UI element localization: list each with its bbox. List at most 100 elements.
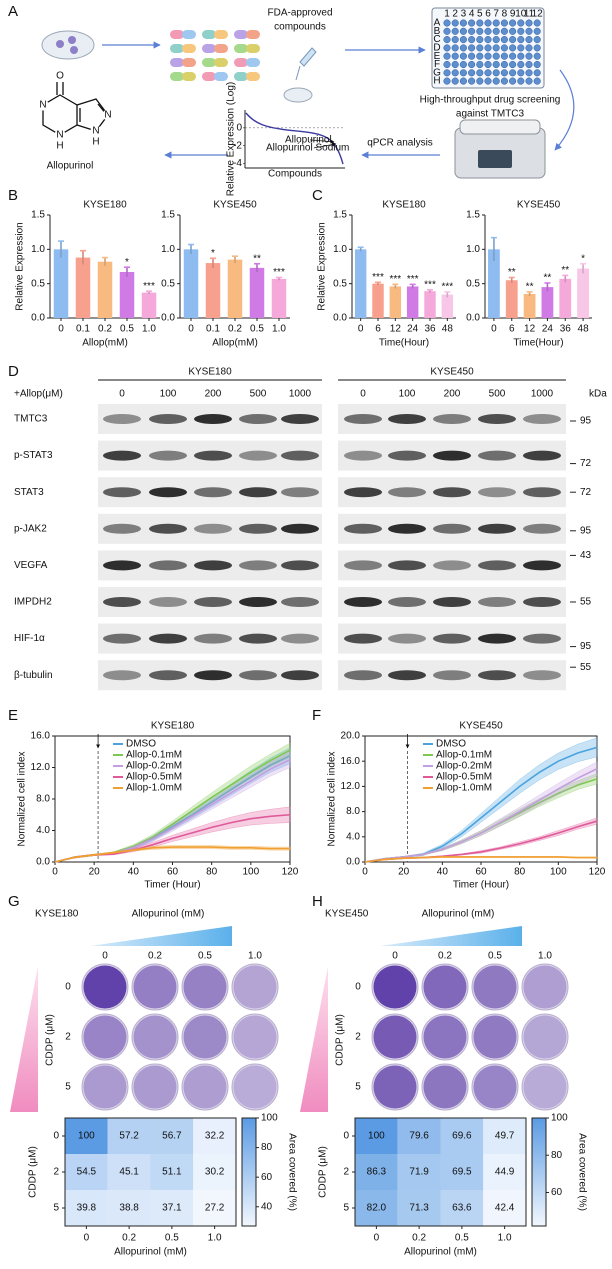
- well: [484, 27, 492, 35]
- band: [281, 633, 319, 644]
- x-tick-label: 36: [560, 324, 572, 335]
- x-tick-label: 0: [84, 1233, 90, 1244]
- well: [443, 77, 451, 85]
- bar: [119, 271, 135, 318]
- cell-label: 49.7: [495, 1131, 515, 1142]
- series-line: [364, 856, 597, 863]
- band: [433, 633, 471, 644]
- band: [149, 523, 187, 534]
- colorbar-tick-label: 100: [551, 1113, 568, 1124]
- band: [239, 523, 277, 534]
- well: [500, 60, 508, 69]
- heat-cell: [483, 1190, 526, 1226]
- y-tick-label: 0: [343, 1131, 349, 1142]
- x-tick-label: 0.2: [98, 324, 112, 335]
- band: [103, 487, 141, 498]
- x-tick-label: 12: [524, 324, 536, 335]
- significance: *: [125, 257, 129, 268]
- x-tick-label: 0.2: [412, 1233, 426, 1244]
- well: [500, 44, 508, 52]
- x-tick-label: 48: [578, 324, 590, 335]
- legend-label: Allop-0.1mM: [126, 750, 182, 761]
- well: [517, 36, 525, 44]
- well: [533, 44, 541, 52]
- marker-label: 72: [580, 487, 592, 498]
- band: [344, 597, 382, 607]
- colony-stain: [523, 965, 567, 1009]
- band: [478, 560, 516, 571]
- x-tick-label: 100: [242, 867, 259, 878]
- significance: ***: [441, 282, 453, 293]
- cddp-wedge: [300, 966, 328, 1112]
- chart-title: KYSE180: [151, 721, 195, 732]
- series-line: [364, 820, 598, 863]
- well: [476, 27, 484, 35]
- legend-label: Allop-0.1mM: [436, 750, 492, 761]
- atom-bg: [54, 70, 66, 82]
- well: [459, 60, 467, 69]
- well: [484, 52, 492, 60]
- band: [281, 487, 319, 498]
- cell-label: 39.8: [77, 1203, 97, 1214]
- atom: H: [92, 137, 99, 148]
- x-tick-label: 6: [375, 324, 381, 335]
- heat-cell: [440, 1154, 484, 1190]
- panel-letter: G: [8, 893, 20, 910]
- cell-label: 100: [368, 1131, 385, 1142]
- well-rim: [131, 1063, 179, 1111]
- x-tick-label: 20: [398, 867, 410, 878]
- well-rim: [81, 1063, 129, 1111]
- capsule: [182, 72, 196, 81]
- protein-label: p-STAT3: [14, 450, 53, 461]
- well: [451, 36, 459, 44]
- cell-label: 71.9: [409, 1167, 429, 1178]
- heat-cell: [150, 1118, 194, 1154]
- cell: [68, 36, 76, 44]
- well: [484, 69, 492, 77]
- plate-col-label: 12: [532, 9, 544, 20]
- well: [484, 77, 492, 85]
- band: [478, 633, 516, 644]
- band: [194, 450, 232, 461]
- colony-stain: [183, 965, 227, 1009]
- y-tick-label: 0.5: [161, 278, 175, 289]
- cell-label: 45.1: [119, 1167, 139, 1178]
- significance: ***: [273, 267, 285, 278]
- band: [388, 414, 426, 424]
- y-tick-label: 0.0: [333, 313, 347, 324]
- series-line: [364, 768, 598, 863]
- y-label: Relative Expression: [15, 222, 26, 310]
- significance: **: [526, 282, 534, 293]
- band: [281, 670, 319, 681]
- band: [194, 560, 232, 571]
- bar: [541, 287, 554, 318]
- x-tick-label: 0.1: [76, 324, 90, 335]
- y-tick-label: 0.5: [31, 278, 45, 289]
- well: [533, 52, 541, 60]
- plate-col-label: 9: [510, 9, 516, 20]
- band: [433, 487, 471, 498]
- legend-label: Allop-0.5mM: [126, 772, 182, 783]
- annotation-arrow: [309, 139, 335, 144]
- y-tick-label: 1.0: [31, 244, 45, 255]
- chart-title: KYSE450: [517, 200, 561, 211]
- cell-label: 38.8: [119, 1203, 139, 1214]
- band: [239, 560, 277, 571]
- dose-wedge: [90, 926, 232, 946]
- dose-label: 1.0: [538, 951, 552, 962]
- well: [476, 52, 484, 60]
- colony-stain: [373, 965, 417, 1009]
- significance: ***: [372, 272, 384, 283]
- plate-col-label: 10: [515, 9, 527, 20]
- x-tick-label: 100: [550, 867, 567, 878]
- colorbar-tick-label: 80: [261, 1142, 273, 1153]
- bar: [141, 292, 157, 318]
- bar: [523, 293, 536, 318]
- x-tick-label: 24: [542, 324, 554, 335]
- band: [103, 523, 141, 534]
- heat-cell: [355, 1118, 398, 1154]
- band: [103, 450, 141, 461]
- band: [149, 414, 187, 424]
- dose-label: 0.5: [488, 951, 502, 962]
- colony-stain: [233, 1015, 277, 1059]
